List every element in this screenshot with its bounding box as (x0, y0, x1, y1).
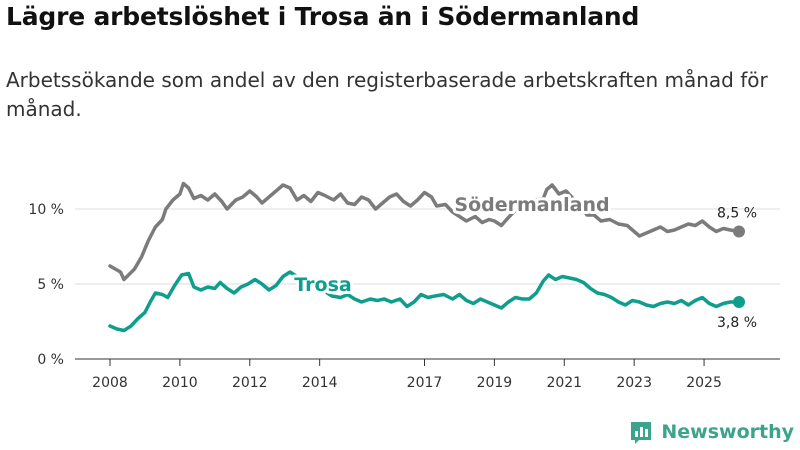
x-tick-label: 2023 (616, 375, 652, 391)
x-tick-label: 2017 (407, 375, 443, 391)
series-label-halo: Södermanland (454, 194, 609, 216)
y-tick-label: 5 % (37, 277, 64, 293)
x-tick-label: 2012 (232, 375, 268, 391)
x-tick-label: 2008 (92, 375, 128, 391)
brand-name: Newsworthy (661, 421, 794, 443)
axes: 0 % 5 % 10 % 2008 2010 2012 2014 2017 2019 2021 20… (28, 202, 780, 391)
x-tick-label: 2021 (546, 375, 582, 391)
chart-subtitle: Arbetssökande som andel av den registerb… (6, 68, 768, 121)
x-tick-label: 2014 (302, 375, 338, 391)
series-label-södermanland: Södermanland (454, 194, 609, 216)
end-value-label: 8,5 % (717, 206, 757, 222)
series-line-trosa (108, 270, 741, 333)
x-tick-label: 2025 (686, 375, 722, 391)
series-line-södermanland (108, 181, 741, 282)
end-point-södermanland (733, 225, 746, 238)
y-tick-label: 10 % (28, 202, 64, 218)
series-label-trosa: Trosa (294, 274, 351, 296)
chart-title: Lägre arbetslöshet i Trosa än i Söderman… (6, 2, 640, 31)
series-lines (108, 181, 746, 333)
newsworthy-logo: Newsworthy (629, 420, 794, 444)
series-label-halo: Trosa (294, 274, 351, 296)
y-tick-label: 0 % (37, 352, 64, 368)
x-tick-label: 2010 (162, 375, 198, 391)
end-point-trosa (733, 296, 746, 308)
x-tick-label: 2019 (477, 375, 513, 391)
grid-lines (75, 208, 780, 285)
bar-chart-icon (631, 422, 652, 444)
end-value-label: 3,8 % (717, 315, 757, 331)
